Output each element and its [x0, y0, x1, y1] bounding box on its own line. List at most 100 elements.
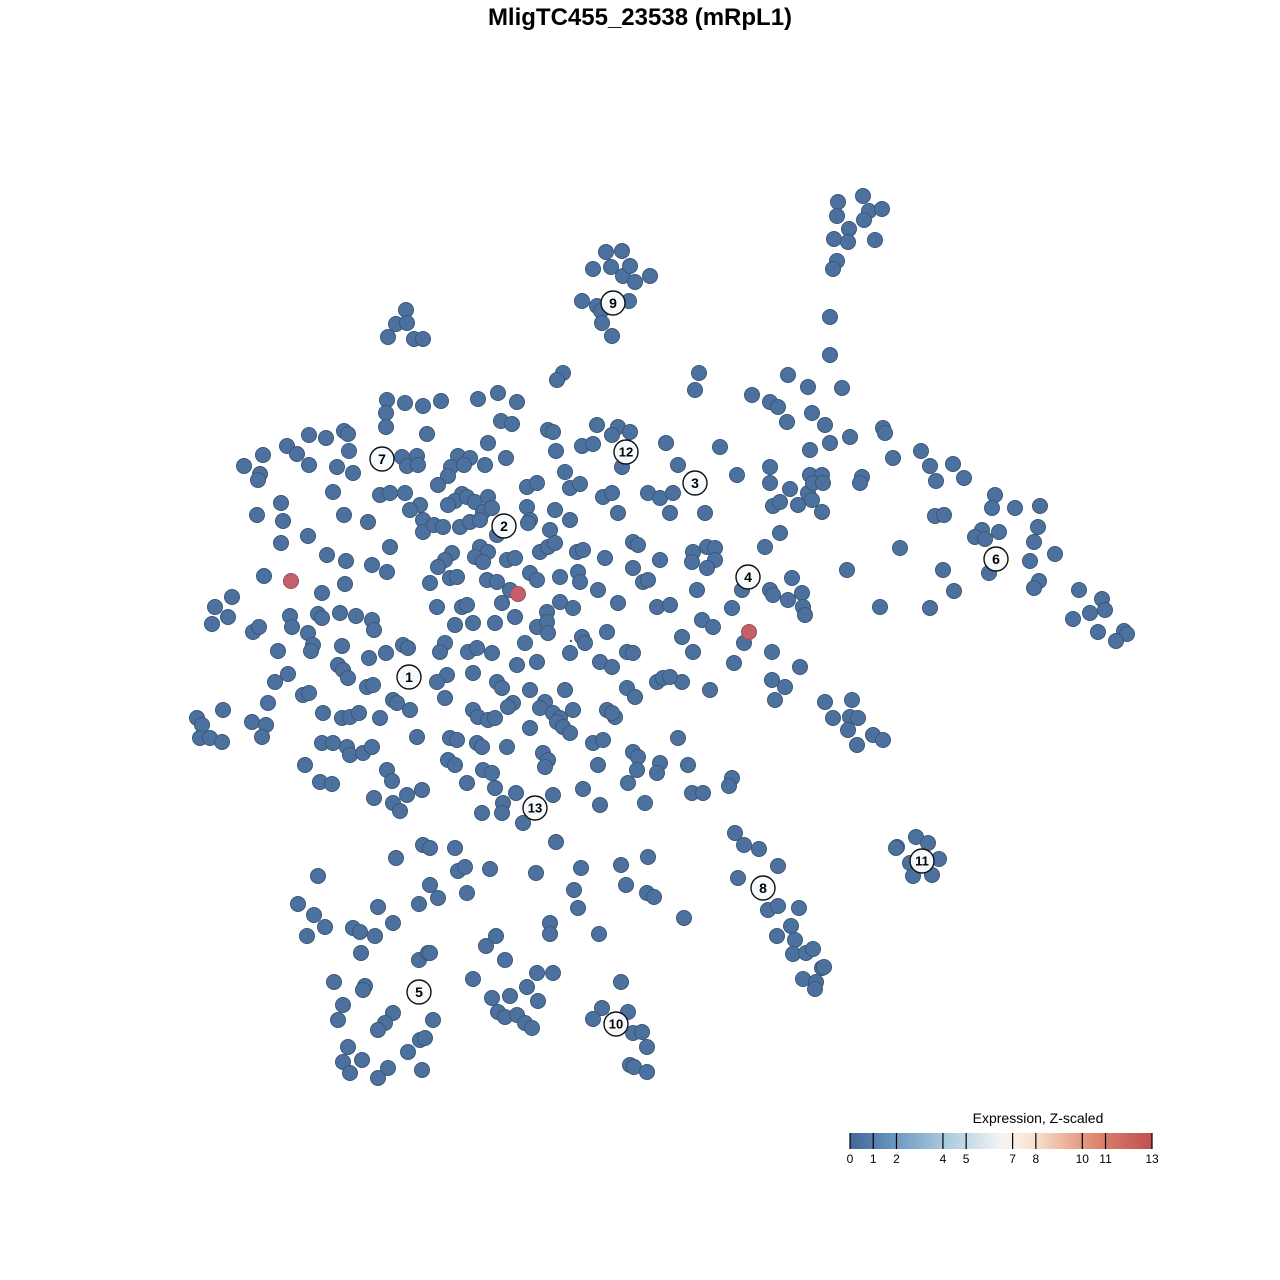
- legend-tick-label: 5: [963, 1152, 970, 1166]
- cell-point: [1047, 546, 1063, 562]
- cluster-label-circle: [600, 290, 626, 316]
- cell-point: [522, 682, 538, 698]
- cell-point: [817, 417, 833, 433]
- cell-point: [572, 476, 588, 492]
- cell-point: [414, 782, 430, 798]
- cell-point: [622, 424, 638, 440]
- cell-point: [457, 859, 473, 875]
- cell-point: [557, 464, 573, 480]
- cell-point: [547, 502, 563, 518]
- cell-point: [1022, 553, 1038, 569]
- cell-point: [478, 938, 494, 954]
- cell-point: [517, 635, 533, 651]
- cell-point: [494, 680, 510, 696]
- cell-point: [301, 457, 317, 473]
- cell-point: [816, 959, 832, 975]
- legend-tick-label: 1: [870, 1152, 877, 1166]
- plot-title: MligTC455_23538 (mRpL1): [487, 4, 793, 31]
- cell-point: [528, 865, 544, 881]
- cell-point: [888, 840, 904, 856]
- cell-point: [244, 714, 260, 730]
- cell-point: [273, 495, 289, 511]
- cell-point: [509, 394, 525, 410]
- cell-point: [250, 472, 266, 488]
- cell-point: [529, 965, 545, 981]
- cell-point: [220, 609, 236, 625]
- cell-point: [415, 331, 431, 347]
- cell-point: [378, 405, 394, 421]
- cell-point: [414, 1062, 430, 1078]
- cell-point: [802, 442, 818, 458]
- cell-point: [855, 188, 871, 204]
- cell-point: [792, 659, 808, 675]
- cell-point: [604, 427, 620, 443]
- cell-point: [791, 900, 807, 916]
- cell-point: [783, 918, 799, 934]
- cell-point: [557, 682, 573, 698]
- cell-point: [691, 365, 707, 381]
- cell-point: [280, 666, 296, 682]
- cell-point: [515, 815, 531, 831]
- cell-point: [370, 1022, 386, 1038]
- cell-point: [987, 487, 1003, 503]
- cell-point: [585, 1011, 601, 1027]
- cell-point: [548, 443, 564, 459]
- cell-point: [565, 702, 581, 718]
- cell-point: [435, 519, 451, 535]
- cell-point: [727, 825, 743, 841]
- cell-point: [1007, 500, 1023, 516]
- cell-point: [604, 659, 620, 675]
- cluster-label-circle: [491, 513, 517, 539]
- cell-point: [400, 1044, 416, 1060]
- cell-point: [370, 1070, 386, 1086]
- cell-point: [379, 564, 395, 580]
- cell-point: [856, 212, 872, 228]
- cell-point: [484, 765, 500, 781]
- cell-point: [922, 600, 938, 616]
- cell-point: [340, 426, 356, 442]
- cell-point: [594, 315, 610, 331]
- cell-point: [530, 993, 546, 1009]
- cell-point: [1065, 611, 1081, 627]
- cell-point: [366, 790, 382, 806]
- cell-point: [325, 735, 341, 751]
- cell-point: [329, 459, 345, 475]
- cell-point: [804, 492, 820, 508]
- cell-point: [721, 778, 737, 794]
- cell-point: [430, 559, 446, 575]
- cell-point: [204, 616, 220, 632]
- cell-point: [780, 367, 796, 383]
- cell-point: [875, 732, 891, 748]
- cell-point: [382, 539, 398, 555]
- cell-point: [689, 582, 705, 598]
- cell-point: [342, 747, 358, 763]
- cell-point-high: [741, 624, 757, 640]
- cell-point: [529, 475, 545, 491]
- cell-point: [705, 619, 721, 635]
- cell-point: [389, 695, 405, 711]
- cell-point: [762, 459, 778, 475]
- cluster-label-12: 12: [613, 439, 639, 465]
- cell-point: [378, 419, 394, 435]
- cell-point: [341, 443, 357, 459]
- cluster-label-13: 13: [522, 795, 548, 821]
- cell-point: [422, 840, 438, 856]
- cell-point: [419, 426, 435, 442]
- cell-point: [290, 896, 306, 912]
- cell-point: [267, 674, 283, 690]
- cell-point: [306, 907, 322, 923]
- cell-point: [840, 234, 856, 250]
- cell-point: [697, 505, 713, 521]
- cell-point: [415, 398, 431, 414]
- cell-point: [449, 732, 465, 748]
- cell-point: [764, 644, 780, 660]
- cell-point: [275, 513, 291, 529]
- cell-point: [1026, 534, 1042, 550]
- cell-point: [599, 624, 615, 640]
- cell-point: [472, 512, 488, 528]
- cluster-label-6: 6: [983, 546, 1009, 572]
- cell-point: [402, 502, 418, 518]
- cell-point: [301, 685, 317, 701]
- cell-point: [299, 928, 315, 944]
- cell-point: [804, 405, 820, 421]
